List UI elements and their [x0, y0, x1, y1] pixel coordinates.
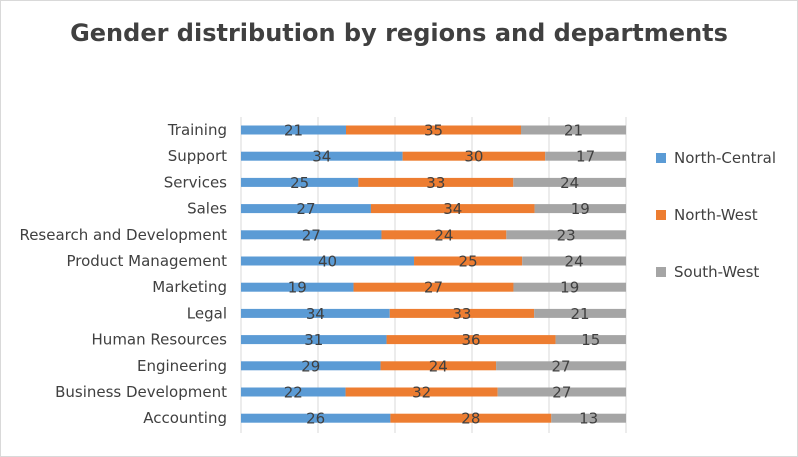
bar-south-west-marketing [513, 282, 626, 292]
category-label-business-development: Business Development [55, 383, 227, 401]
bar-north-west-human-resources [386, 335, 556, 345]
category-label-legal: Legal [187, 304, 227, 322]
data-label-north-central-legal: 34 [306, 305, 325, 323]
data-label-north-central-product-management: 40 [318, 253, 337, 271]
category-label-support: Support [168, 147, 227, 165]
data-label-north-west-legal: 33 [452, 305, 471, 323]
data-label-north-west-product-management: 25 [459, 253, 478, 271]
bar-north-central-product-management [241, 256, 415, 266]
bar-south-west-research-and-development [506, 230, 626, 240]
bar-south-west-training [521, 125, 626, 135]
data-label-south-west-accounting: 13 [579, 410, 598, 428]
bar-north-west-product-management [414, 256, 523, 266]
bar-north-central-business-development [241, 387, 346, 397]
data-label-south-west-sales: 19 [571, 200, 590, 218]
bar-south-west-services [513, 177, 626, 187]
bar-south-west-legal [534, 308, 626, 318]
legend-swatch-north-west [656, 210, 666, 220]
category-label-marketing: Marketing [152, 278, 227, 296]
category-label-research-and-development: Research and Development [19, 226, 227, 244]
bar-north-central-services [241, 177, 359, 187]
bar-south-west-accounting [551, 413, 626, 423]
legend-swatch-north-central [656, 153, 666, 163]
bar-north-central-legal [241, 308, 390, 318]
bar-north-central-accounting [241, 413, 391, 423]
data-label-north-central-human-resources: 31 [304, 331, 323, 349]
legend-label-north-west: North-West [674, 206, 758, 224]
category-label-accounting: Accounting [143, 409, 227, 427]
data-label-south-west-product-management: 24 [565, 253, 584, 271]
bar-south-west-support [545, 151, 626, 161]
bar-north-west-business-development [345, 387, 498, 397]
legend-label-north-central: North-Central [674, 149, 776, 167]
data-label-north-west-engineering: 24 [429, 357, 448, 375]
data-label-north-west-accounting: 28 [461, 410, 480, 428]
data-label-south-west-research-and-development: 23 [557, 226, 576, 244]
bar-north-west-research-and-development [381, 230, 507, 240]
data-label-north-west-marketing: 27 [424, 279, 443, 297]
bar-north-central-support [241, 151, 403, 161]
data-label-north-west-human-resources: 36 [462, 331, 481, 349]
chart-title: Gender distribution by regions and depar… [70, 19, 728, 47]
bar-north-west-marketing [353, 282, 514, 292]
bar-north-west-services [358, 177, 514, 187]
data-label-north-central-services: 25 [290, 174, 309, 192]
data-label-north-west-training: 35 [424, 122, 443, 140]
data-label-north-west-support: 30 [464, 148, 483, 166]
data-label-south-west-services: 24 [560, 174, 579, 192]
data-label-north-west-research-and-development: 24 [434, 226, 453, 244]
bar-south-west-human-resources [555, 335, 626, 345]
data-label-south-west-legal: 21 [571, 305, 590, 323]
category-label-training: Training [167, 121, 227, 139]
data-label-north-central-research-and-development: 27 [302, 226, 321, 244]
category-label-product-management: Product Management [66, 252, 227, 270]
data-label-south-west-engineering: 27 [551, 357, 570, 375]
data-label-south-west-support: 17 [576, 148, 595, 166]
bar-north-central-research-and-development [241, 230, 382, 240]
data-label-north-central-marketing: 19 [288, 279, 307, 297]
bar-south-west-product-management [522, 256, 626, 266]
bar-north-west-engineering [380, 361, 497, 371]
category-label-services: Services [164, 173, 227, 191]
data-label-north-central-accounting: 26 [306, 410, 325, 428]
bar-north-west-accounting [390, 413, 552, 423]
data-label-north-central-business-development: 22 [284, 384, 303, 402]
data-label-south-west-human-resources: 15 [581, 331, 600, 349]
bar-south-west-engineering [496, 361, 626, 371]
data-label-north-west-business-development: 32 [412, 384, 431, 402]
bar-north-central-engineering [241, 361, 381, 371]
bar-south-west-sales [534, 204, 626, 214]
category-label-human-resources: Human Resources [92, 331, 228, 349]
data-label-north-central-support: 34 [312, 148, 331, 166]
data-label-north-west-sales: 34 [443, 200, 462, 218]
bar-north-central-human-resources [241, 335, 387, 345]
bar-north-central-marketing [241, 282, 354, 292]
data-label-north-central-sales: 27 [296, 200, 315, 218]
data-label-south-west-business-development: 27 [552, 384, 571, 402]
category-label-engineering: Engineering [137, 357, 227, 375]
bar-north-central-training [241, 125, 346, 135]
data-label-south-west-training: 21 [564, 122, 583, 140]
bar-south-west-business-development [497, 387, 626, 397]
data-label-north-central-training: 21 [284, 122, 303, 140]
bar-north-west-training [346, 125, 521, 135]
data-label-north-central-engineering: 29 [301, 357, 320, 375]
bar-north-central-sales [241, 204, 371, 214]
legend-swatch-south-west [656, 267, 666, 277]
legend-label-south-west: South-West [674, 263, 759, 281]
bar-north-west-support [402, 151, 546, 161]
data-label-north-west-services: 33 [426, 174, 445, 192]
data-label-south-west-marketing: 19 [560, 279, 579, 297]
category-label-sales: Sales [187, 200, 227, 218]
bar-north-west-legal [389, 308, 535, 318]
bar-north-west-sales [370, 204, 535, 214]
